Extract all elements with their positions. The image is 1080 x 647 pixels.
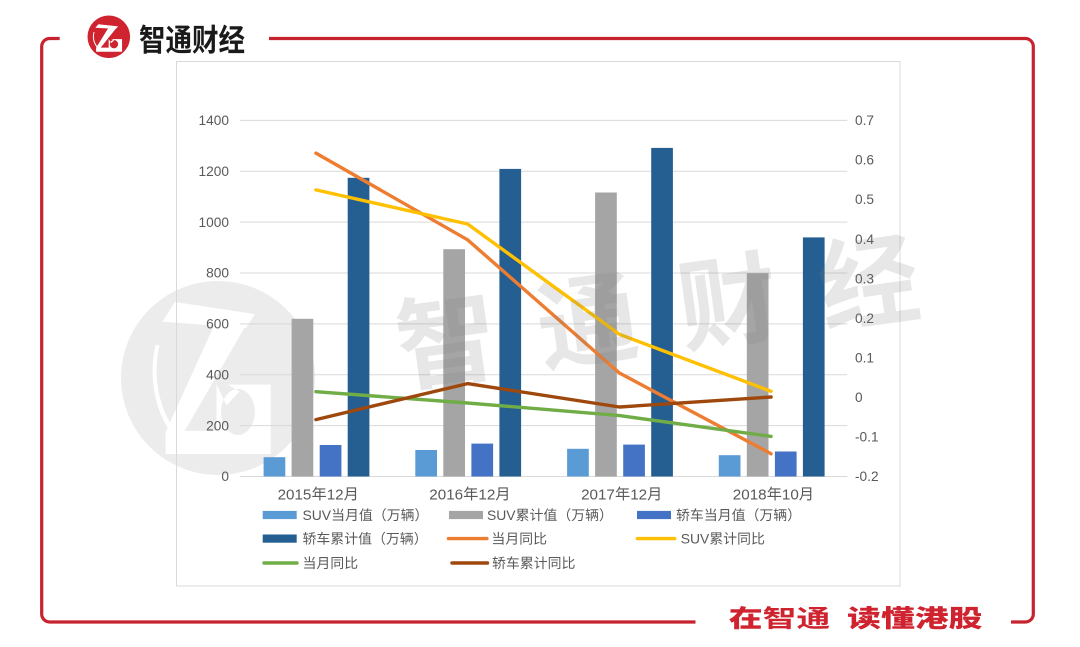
svg-text:2016: 2016 — [429, 486, 463, 503]
svg-text:600: 600 — [206, 317, 229, 332]
svg-text:12: 12 — [630, 486, 647, 503]
svg-text:0: 0 — [855, 390, 863, 405]
svg-text:1200: 1200 — [199, 164, 230, 179]
svg-text:0.5: 0.5 — [855, 192, 874, 207]
svg-text:1400: 1400 — [199, 113, 230, 128]
svg-text:SUV: SUV — [303, 507, 332, 523]
svg-text:0.1: 0.1 — [855, 351, 874, 366]
svg-text:10: 10 — [782, 486, 799, 503]
svg-text:2017: 2017 — [581, 486, 615, 503]
svg-text:1000: 1000 — [199, 215, 230, 230]
svg-text:400: 400 — [206, 368, 229, 383]
svg-text:2015: 2015 — [278, 486, 312, 503]
svg-text:-0.2: -0.2 — [855, 469, 879, 484]
svg-text:-0.1: -0.1 — [855, 430, 879, 445]
svg-text:0.7: 0.7 — [855, 113, 874, 128]
svg-text:2018: 2018 — [733, 486, 767, 503]
svg-text:800: 800 — [206, 266, 229, 281]
svg-text:0: 0 — [221, 469, 229, 484]
svg-text:200: 200 — [206, 418, 229, 433]
svg-text:SUV: SUV — [487, 507, 516, 523]
svg-text:12: 12 — [327, 486, 344, 503]
svg-text:12: 12 — [478, 486, 495, 503]
svg-text:0.6: 0.6 — [855, 153, 874, 168]
svg-text:SUV: SUV — [681, 531, 710, 547]
